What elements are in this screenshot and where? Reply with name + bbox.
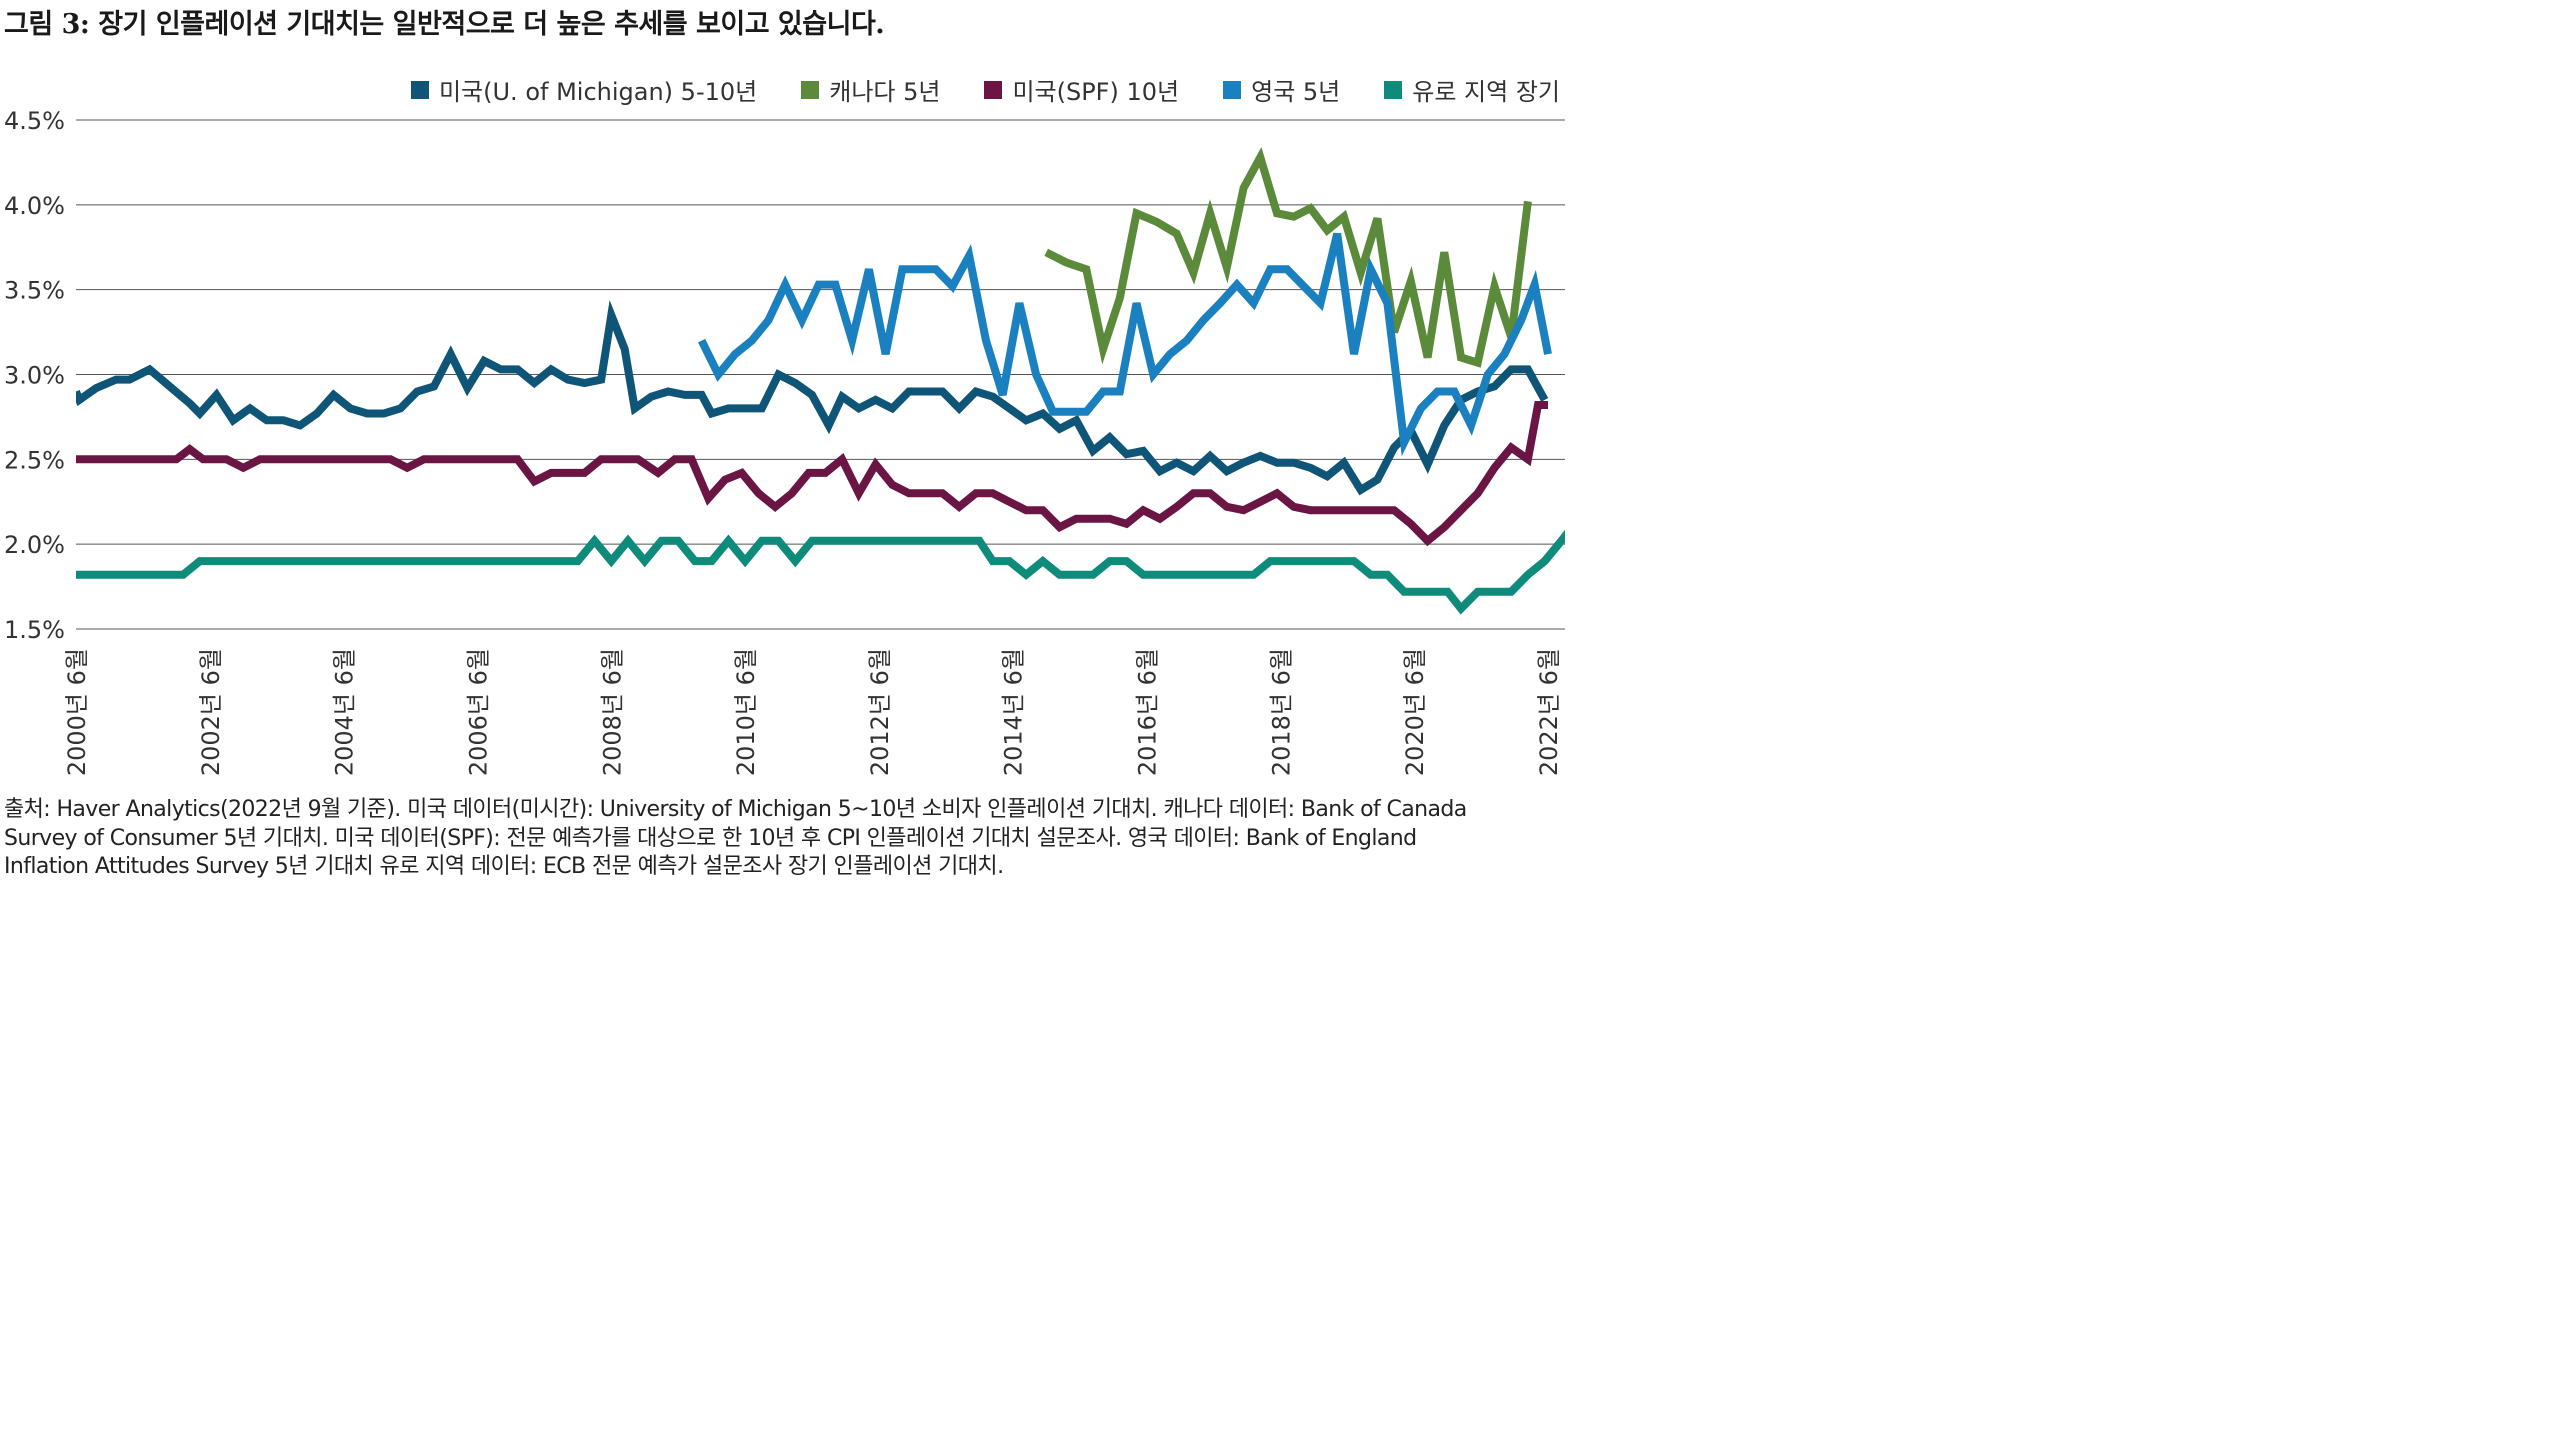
y-tick-label: 4.0% [4,192,65,220]
source-line: 출처: Haver Analytics(2022년 9월 기준). 미국 데이터… [4,797,1467,822]
legend-label: 영국 5년 [1251,78,1341,106]
series-line [76,299,1549,496]
legend-swatch [984,80,1003,99]
x-tick-label: 2018년 6월 [1267,648,1295,776]
legend-swatch [1223,80,1242,99]
x-tick-label: 2002년 6월 [197,648,225,776]
legend-label: 캐나다 5년 [829,78,941,106]
series-lines [76,146,1565,615]
legend-entry: 미국(SPF) 10년 [984,72,1179,107]
x-tick-label: 2000년 6월 [63,648,91,776]
series-line [698,232,1552,457]
x-axis: 2000년 6월 2002년 6월 2004년 6월 2006년 6월 2008년 6월… [63,648,1563,776]
legend-entry: 영국 5년 [1223,72,1340,107]
y-tick-label: 1.5% [4,616,65,644]
series-line [76,529,1565,615]
x-tick-label: 2006년 6월 [464,648,492,776]
legend-swatch [410,80,429,99]
x-tick-label: 2012년 6월 [866,648,894,776]
line-chart: 1.5%2.0%2.5%3.0%3.5%4.0%4.5% 2000년 6월 200… [4,107,1565,776]
source-note: 출처: Haver Analytics(2022년 9월 기준). 미국 데이터… [4,796,1554,882]
legend-label: 미국(SPF) 10년 [1012,78,1180,106]
x-tick-label: 2016년 6월 [1134,648,1162,776]
x-tick-label: 2022년 6월 [1535,648,1563,776]
grid-lines [76,119,1565,630]
x-tick-label: 2010년 6월 [732,648,760,776]
legend: 미국(U. of Michigan) 5-10년 캐나다 5년 미국(SPF) 10… [410,72,1560,107]
legend-swatch [801,80,820,99]
y-axis: 1.5% 2.0% 2.5% 3.0% 3.5% 4.0% 4.5% [4,107,65,644]
y-tick-label: 4.5% [4,107,65,135]
legend-entry: 미국(U. of Michigan) 5-10년 [410,72,758,107]
y-tick-label: 2.0% [4,531,65,559]
legend-swatch [1384,80,1403,99]
series-line [1044,146,1532,368]
source-line: Inflation Attitudes Survey 5년 기대치 유로 지역 … [4,854,1004,879]
x-tick-label: 2008년 6월 [598,648,626,776]
y-tick-label: 3.0% [4,362,65,390]
source-line: Survey of Consumer 5년 기대치. 미국 데이터(SPF): … [4,825,1417,851]
x-tick-label: 2014년 6월 [1000,648,1028,776]
y-tick-label: 2.5% [4,446,65,474]
legend-entry: 캐나다 5년 [801,72,940,107]
x-tick-label: 2020년 6월 [1401,648,1429,776]
series-line [76,401,1548,547]
x-tick-label: 2004년 6월 [331,648,359,776]
legend-label: 유로 지역 장기 [1412,78,1560,106]
chart-title: 그림 3: 장기 인플레이션 기대치는 일반적으로 더 높은 추세를 보이고 있… [4,9,885,40]
y-tick-label: 3.5% [4,277,65,305]
legend-label: 미국(U. of Michigan) 5-10년 [438,78,758,106]
legend-entry: 유로 지역 장기 [1384,72,1560,107]
